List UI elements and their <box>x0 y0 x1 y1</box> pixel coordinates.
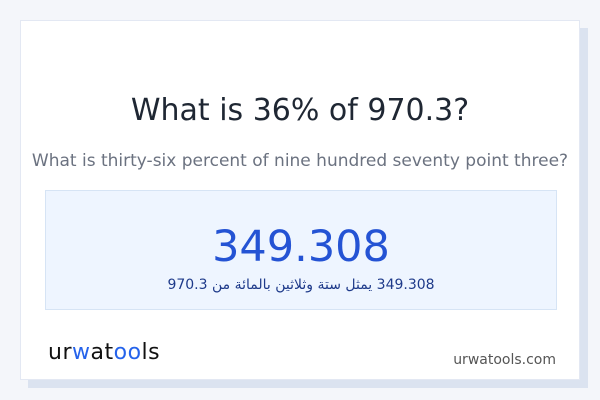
result-card: What is 36% of 970.3? What is thirty-six… <box>20 20 580 380</box>
site-url: urwatools.com <box>453 352 556 368</box>
result-box: 349.308 349.308 يمثل ستة وثلاثين بالمائة… <box>45 190 557 310</box>
result-value: 349.308 <box>212 222 390 272</box>
urwatools-logo: urwatools <box>48 340 161 365</box>
result-arabic-text: 349.308 يمثل ستة وثلاثين بالمائة من 970.… <box>167 277 435 293</box>
page-subtitle: What is thirty-six percent of nine hundr… <box>31 151 569 171</box>
page-title: What is 36% of 970.3? <box>130 93 470 128</box>
